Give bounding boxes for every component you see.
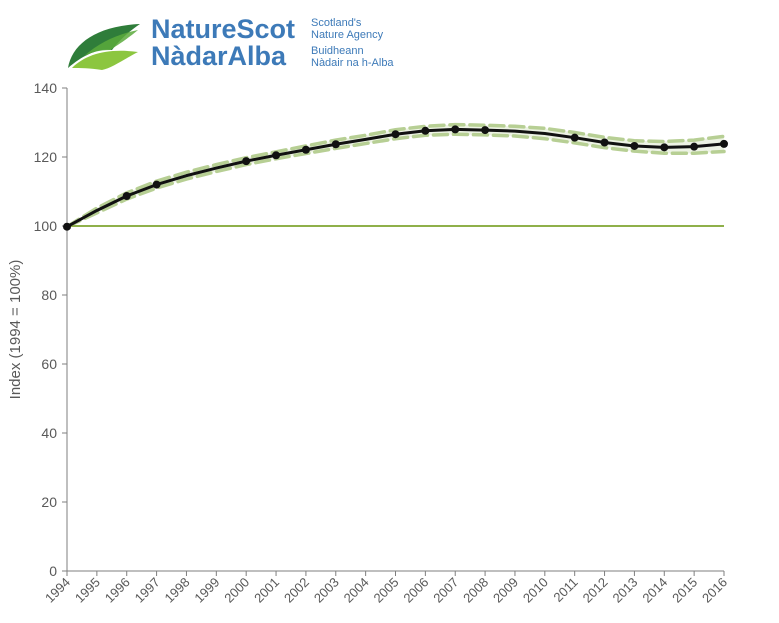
data-point (481, 126, 490, 135)
data-point (272, 151, 281, 160)
x-tick-label: 2007 (430, 575, 461, 606)
data-point (630, 141, 639, 150)
tagline-gaelic-line2: Nàdair na h-Alba (311, 57, 394, 69)
y-tick-label: 60 (41, 356, 57, 372)
data-point (570, 133, 579, 142)
data-point (242, 157, 251, 166)
y-tick-label: 20 (41, 494, 57, 510)
x-tick-label: 1994 (42, 575, 73, 606)
leaf-logo-icon (68, 24, 140, 70)
x-tick-label: 1996 (102, 575, 133, 606)
x-tick-label: 2010 (520, 575, 551, 606)
y-tick-label: 120 (34, 149, 58, 165)
data-point (600, 138, 609, 147)
data-point (301, 145, 310, 154)
brand-name-english: NatureScot (151, 14, 296, 44)
y-tick-label: 100 (34, 218, 58, 234)
x-tick-label: 1995 (72, 575, 103, 606)
confidence-band-lower (65, 132, 726, 229)
x-tick-label: 2012 (580, 575, 611, 606)
data-point (122, 191, 131, 200)
x-tick-label: 2011 (550, 575, 580, 605)
confidence-band-upper (65, 122, 726, 229)
y-axis-title: Index (1994 = 100%) (7, 260, 24, 400)
brand-name-gaelic: NàdarAlba (151, 41, 287, 71)
data-point (152, 180, 161, 189)
x-tick-label: 2014 (639, 575, 670, 606)
y-tick-label: 40 (41, 425, 57, 441)
x-tick-label: 2000 (221, 575, 252, 606)
tagline-english-line1: Scotland's (311, 17, 362, 29)
data-point (451, 125, 460, 134)
x-tick-label: 2008 (460, 575, 491, 606)
x-tick-label: 2006 (400, 575, 431, 606)
data-point (331, 140, 340, 149)
data-point (720, 139, 728, 148)
x-tick-label: 2009 (490, 575, 521, 606)
series-markers (63, 125, 728, 231)
y-tick-label: 80 (41, 287, 57, 303)
data-point (63, 222, 71, 231)
data-point (660, 143, 669, 152)
data-point (690, 142, 699, 151)
x-tick-label: 1998 (162, 575, 193, 606)
x-tick-label: 2001 (251, 575, 282, 606)
axes (62, 87, 725, 576)
axis-labels: 0 20 40 60 80 100 120 140 1994199519961997199819… (7, 80, 730, 606)
x-tick-label: 2015 (669, 575, 700, 606)
x-tick-label: 2003 (311, 575, 342, 606)
y-tick-label: 140 (34, 80, 58, 96)
x-tick-label: 2016 (699, 575, 730, 606)
tagline-english-line2: Nature Agency (311, 29, 384, 41)
naturescot-logo: NatureScot NàdarAlba Scotland's Nature A… (66, 14, 426, 74)
confidence-band (65, 122, 726, 229)
x-tick-label: 2004 (341, 575, 372, 606)
x-tick-label: 2013 (609, 575, 640, 606)
x-tick-label: 1997 (132, 575, 163, 606)
data-point (391, 130, 400, 139)
tagline-gaelic-line1: Buidheann (311, 45, 364, 57)
y-tick-label: 0 (49, 563, 57, 579)
x-tick-label: 2002 (281, 575, 312, 606)
x-tick-label: 1999 (191, 575, 222, 606)
x-tick-label: 2005 (371, 575, 402, 606)
data-point (421, 126, 430, 135)
